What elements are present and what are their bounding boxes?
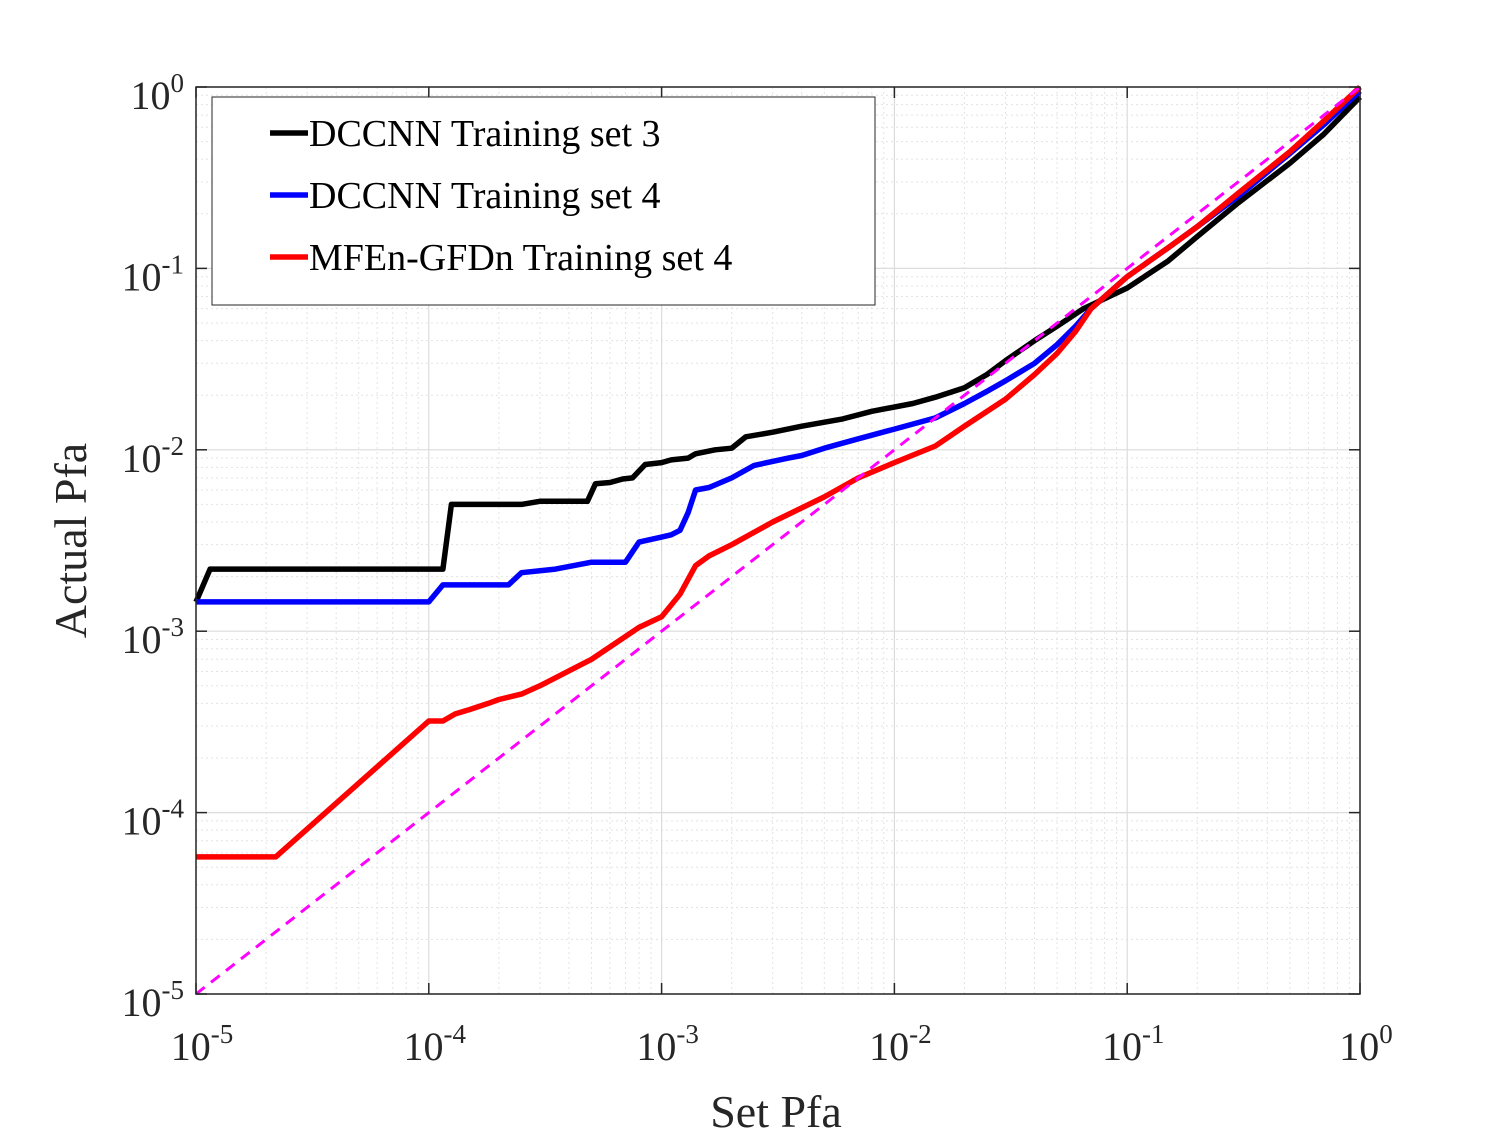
- x-tick-label-base: 10: [171, 1024, 211, 1069]
- x-tick-label-base: 10: [1339, 1024, 1379, 1069]
- x-tick-labels: 10-5 10-4 10-3 10-2 10-1 100: [171, 1019, 1393, 1069]
- y-tick-label: 10-3: [122, 612, 185, 662]
- x-tick-label: 10-5: [171, 1019, 234, 1069]
- legend: DCCNN Training set 3 DCCNN Training set 4…: [211, 96, 876, 306]
- legend-label: DCCNN Training set 3: [309, 113, 661, 155]
- x-tick-label-exponent: -5: [211, 1019, 234, 1049]
- series-line-3: [196, 84, 1362, 860]
- legend-box: [211, 96, 876, 306]
- y-tick-label-base: 10: [122, 254, 162, 299]
- legend-label: DCCNN Training set 4: [309, 175, 661, 217]
- x-tick-label-base: 10: [636, 1024, 676, 1069]
- x-tick-label-exponent: -1: [1142, 1019, 1165, 1049]
- y-tick-label-exponent: 0: [171, 68, 185, 98]
- y-tick-label-base: 10: [122, 617, 162, 662]
- grid-minor: [196, 87, 1360, 994]
- tick-marks: [195, 86, 1361, 995]
- x-tick-label-exponent: -4: [444, 1019, 467, 1049]
- series-layer: [193, 84, 1362, 996]
- x-tick-label: 10-3: [636, 1019, 699, 1069]
- x-tick-label-exponent: -3: [676, 1019, 699, 1049]
- x-tick-label: 100: [1339, 1019, 1393, 1069]
- legend-items: DCCNN Training set 3 DCCNN Training set 4…: [270, 113, 732, 279]
- y-tick-label: 10-5: [122, 975, 185, 1025]
- x-tick-label: 10-1: [1102, 1019, 1165, 1069]
- x-tick-label-base: 10: [404, 1024, 444, 1069]
- y-tick-label: 10-4: [122, 794, 185, 844]
- y-tick-label-exponent: -2: [162, 431, 185, 461]
- y-tick-label-exponent: -3: [162, 612, 185, 642]
- y-tick-label-base: 10: [122, 980, 162, 1025]
- y-tick-label-base: 10: [122, 799, 162, 844]
- series-line-1: [193, 95, 1362, 603]
- y-tick-label-exponent: -1: [162, 249, 185, 279]
- y-axis-title: Actual Pfa: [45, 443, 96, 638]
- y-tick-label: 100: [131, 68, 185, 118]
- y-tick-label-base: 10: [131, 73, 171, 118]
- x-tick-label-exponent: -2: [909, 1019, 932, 1049]
- x-axis-title: Set Pfa: [710, 1086, 842, 1137]
- y-tick-label: 10-2: [122, 431, 185, 481]
- x-tick-label: 10-4: [404, 1019, 467, 1069]
- x-tick-label: 10-2: [869, 1019, 932, 1069]
- legend-label: MFEn-GFDn Training set 4: [309, 237, 732, 279]
- x-tick-label-base: 10: [869, 1024, 909, 1069]
- x-tick-label-exponent: 0: [1379, 1019, 1393, 1049]
- y-tick-label-exponent: -5: [162, 975, 185, 1005]
- y-tick-label-exponent: -4: [162, 794, 185, 824]
- y-tick-label-base: 10: [122, 436, 162, 481]
- x-tick-label-base: 10: [1102, 1024, 1142, 1069]
- plot-frame: [195, 86, 1361, 995]
- y-tick-label: 10-1: [122, 249, 185, 299]
